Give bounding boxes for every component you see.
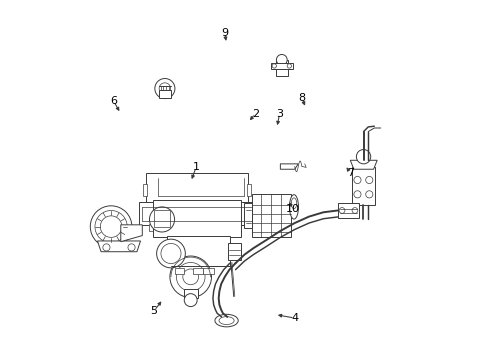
Text: 2: 2: [251, 109, 258, 119]
Circle shape: [161, 243, 181, 264]
Ellipse shape: [214, 314, 238, 327]
Polygon shape: [174, 268, 183, 274]
Polygon shape: [280, 164, 298, 169]
Polygon shape: [228, 243, 241, 260]
Polygon shape: [176, 224, 187, 231]
Circle shape: [102, 244, 110, 251]
Circle shape: [169, 256, 211, 298]
Circle shape: [353, 176, 360, 184]
Polygon shape: [349, 160, 376, 169]
Polygon shape: [244, 203, 252, 228]
Text: 3: 3: [276, 109, 283, 119]
Circle shape: [356, 149, 370, 164]
Circle shape: [183, 269, 198, 285]
Circle shape: [155, 78, 175, 99]
Polygon shape: [271, 63, 292, 69]
Ellipse shape: [289, 195, 298, 219]
Circle shape: [95, 211, 127, 243]
Polygon shape: [251, 194, 290, 237]
Text: 4: 4: [290, 313, 298, 323]
Polygon shape: [97, 241, 140, 252]
Polygon shape: [351, 167, 375, 205]
Polygon shape: [276, 60, 287, 76]
Text: 1: 1: [192, 162, 199, 172]
Polygon shape: [192, 268, 203, 274]
Circle shape: [100, 216, 122, 237]
Text: 9: 9: [221, 28, 228, 38]
Circle shape: [286, 64, 291, 68]
Circle shape: [276, 54, 286, 65]
Circle shape: [365, 191, 372, 198]
Circle shape: [184, 294, 197, 307]
Circle shape: [351, 208, 357, 213]
Polygon shape: [246, 184, 250, 196]
Polygon shape: [139, 202, 255, 225]
Polygon shape: [149, 224, 160, 231]
Polygon shape: [154, 211, 169, 226]
Polygon shape: [337, 203, 359, 218]
Polygon shape: [153, 200, 241, 237]
Text: 10: 10: [285, 204, 299, 214]
Text: 8: 8: [298, 93, 305, 103]
Circle shape: [128, 244, 135, 251]
Circle shape: [353, 191, 360, 198]
Ellipse shape: [219, 317, 234, 324]
Text: 6: 6: [110, 96, 117, 106]
Circle shape: [159, 83, 170, 94]
Polygon shape: [167, 235, 230, 266]
Polygon shape: [143, 184, 147, 196]
Polygon shape: [183, 289, 198, 298]
Ellipse shape: [291, 198, 296, 209]
Circle shape: [271, 64, 276, 68]
Circle shape: [339, 208, 344, 213]
Polygon shape: [121, 225, 142, 242]
Circle shape: [365, 176, 372, 184]
Polygon shape: [226, 224, 237, 231]
Polygon shape: [159, 90, 171, 98]
Circle shape: [149, 207, 174, 232]
Circle shape: [156, 239, 185, 268]
Text: 5: 5: [150, 306, 157, 316]
Polygon shape: [203, 268, 214, 274]
Circle shape: [176, 262, 204, 291]
Text: 7: 7: [346, 168, 353, 178]
Polygon shape: [145, 173, 247, 202]
Circle shape: [90, 206, 132, 247]
Polygon shape: [201, 224, 212, 231]
